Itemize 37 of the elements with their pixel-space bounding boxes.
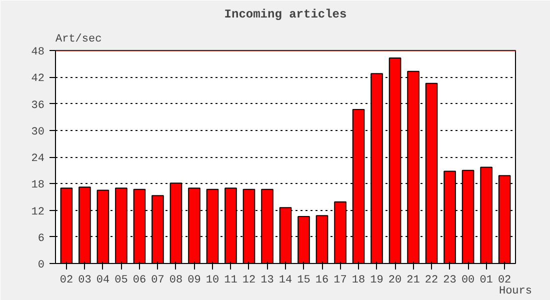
x-tick-label: 17 — [334, 274, 347, 286]
y-tick-label: 48 — [31, 46, 44, 58]
y-axis-title: Art/sec — [56, 34, 102, 46]
y-tick-label: 12 — [31, 206, 44, 218]
y-tick-label: 42 — [31, 73, 44, 86]
x-tick-label: 10 — [206, 274, 220, 286]
x-tick-label: 19 — [370, 274, 384, 286]
x-tick-label: 22 — [424, 274, 438, 286]
x-tick-label: 08 — [169, 274, 183, 286]
x-tick-label: 07 — [151, 274, 164, 286]
x-tick-label: 20 — [388, 274, 402, 286]
x-tick-label: 18 — [352, 274, 366, 286]
x-tick-label: 16 — [315, 274, 329, 286]
y-tick-label: 6 — [38, 232, 45, 245]
y-tick-label: 18 — [31, 180, 44, 192]
y-tick-label: 36 — [31, 100, 44, 112]
y-tick-label: 0 — [38, 260, 45, 272]
x-tick-label: 02 — [498, 274, 512, 286]
y-tick-label: 24 — [31, 153, 45, 165]
x-tick-label: 14 — [278, 274, 292, 286]
x-tick-label: 01 — [480, 274, 494, 286]
chart-title: Incoming articles — [224, 8, 347, 22]
x-tick-label: 13 — [260, 274, 274, 286]
x-tick-label: 03 — [78, 274, 92, 286]
x-axis-title: Hours — [498, 286, 532, 298]
y-tick-label: 30 — [31, 126, 44, 138]
x-tick-label: 05 — [114, 274, 128, 286]
x-tick-label: 21 — [406, 274, 420, 286]
x-tick-label: 00 — [461, 274, 475, 286]
x-tick-label: 09 — [188, 274, 201, 286]
x-tick-label: 23 — [443, 274, 456, 286]
x-tick-label: 15 — [297, 274, 310, 286]
x-tick-label: 04 — [96, 274, 110, 286]
x-tick-label: 11 — [224, 274, 238, 286]
x-tick-label: 02 — [60, 274, 74, 286]
x-tick-label: 12 — [242, 274, 256, 286]
x-tick-label: 06 — [132, 274, 146, 286]
